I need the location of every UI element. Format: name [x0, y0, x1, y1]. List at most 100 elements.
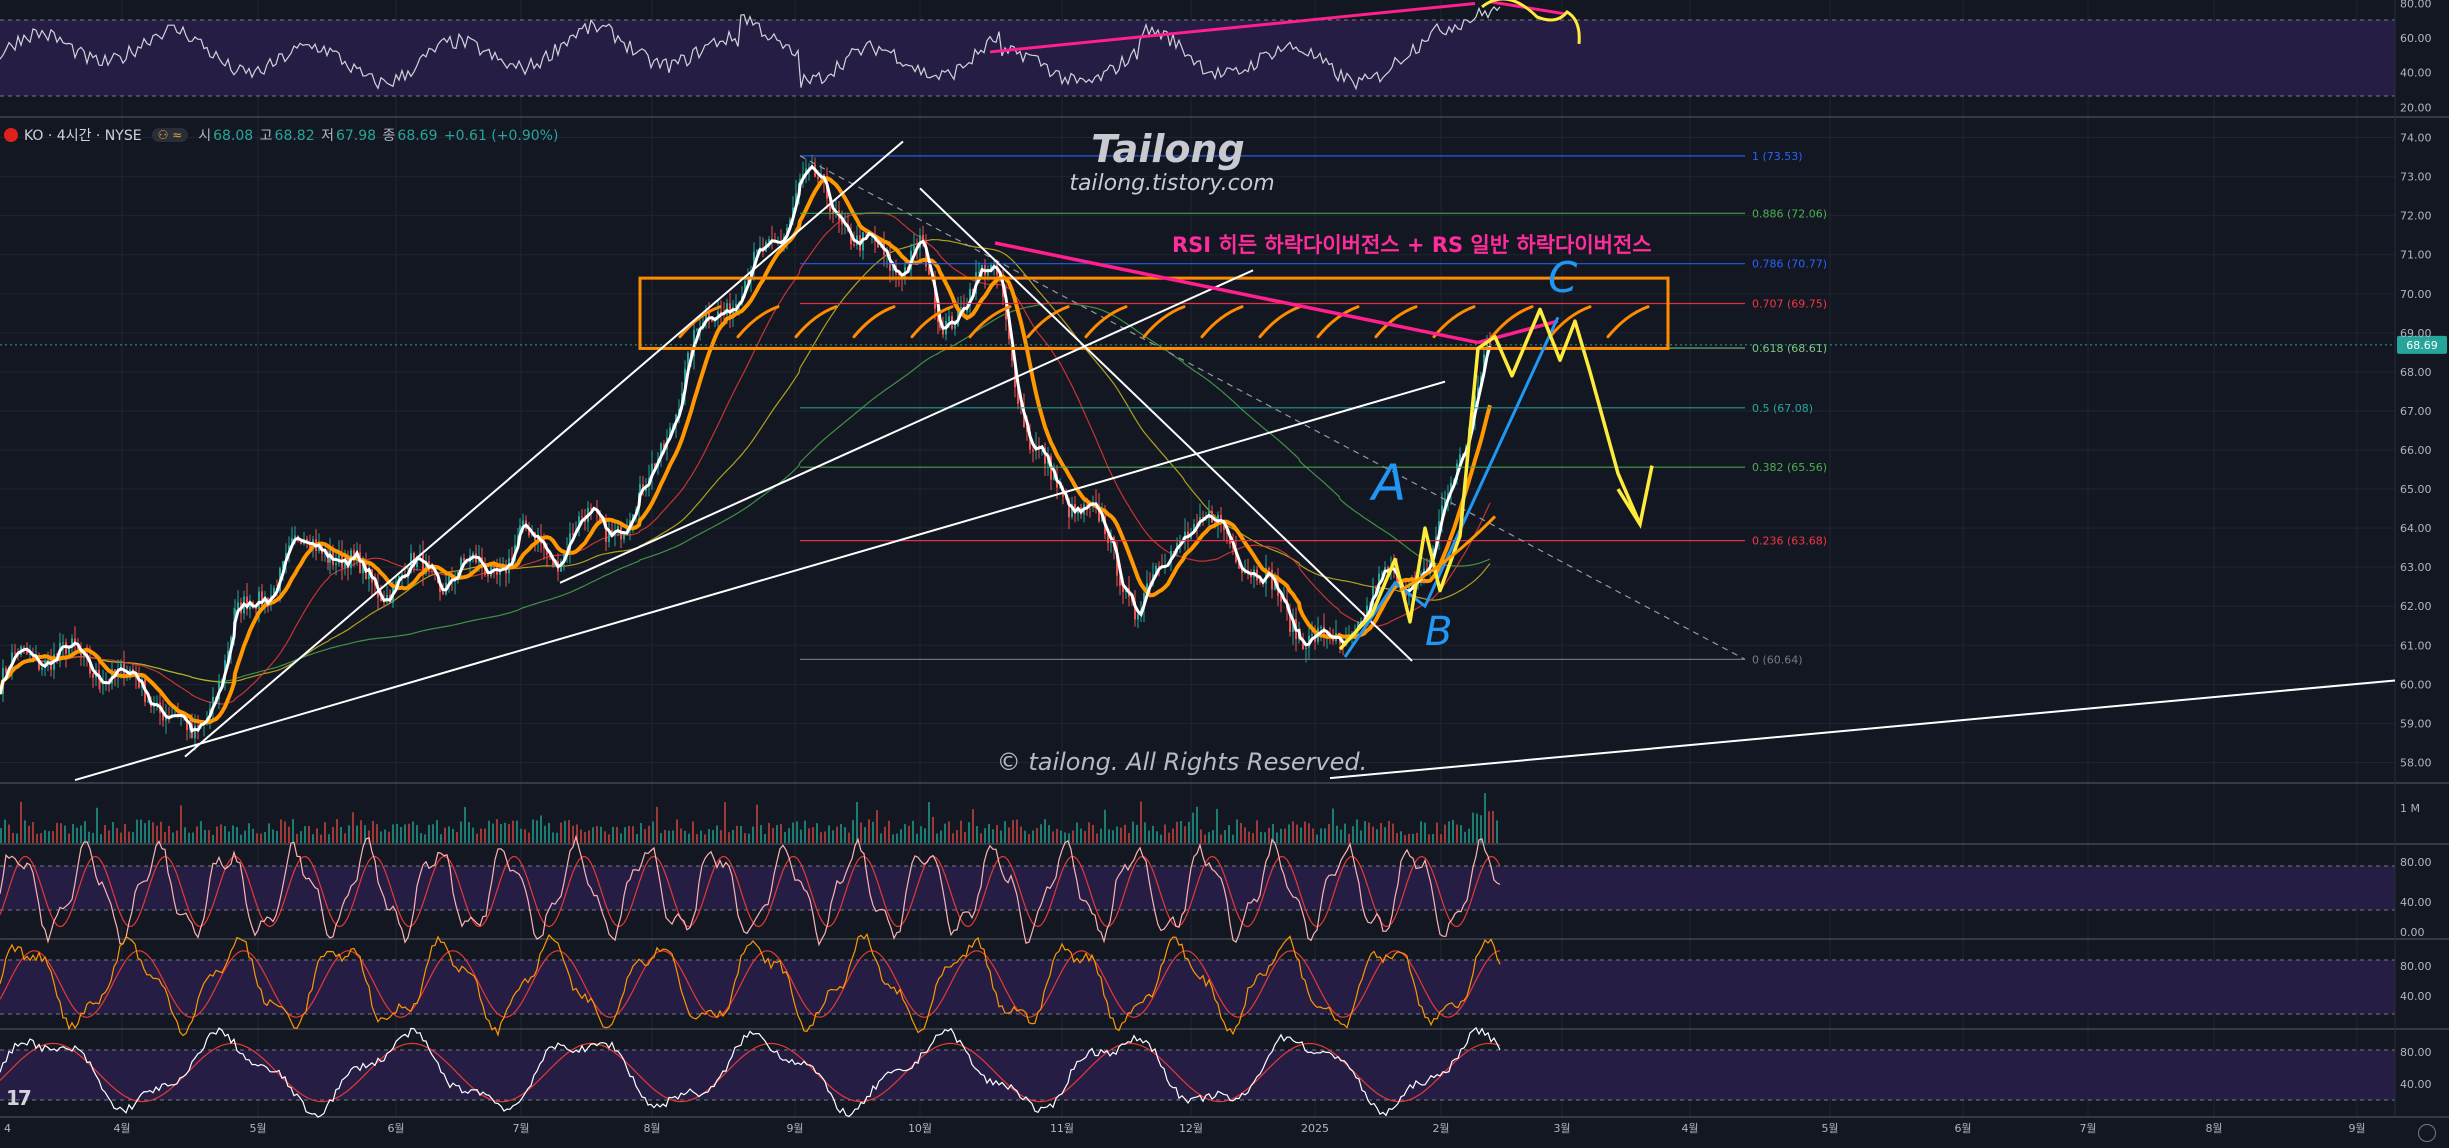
trendline-down[interactable]	[919, 187, 1413, 662]
time-tick-label: 8월	[2205, 1122, 2222, 1135]
candle-body	[1339, 638, 1341, 644]
volume-bar	[388, 831, 390, 843]
osc1-tick-label: 40.00	[2400, 896, 2432, 909]
volume-bar	[648, 825, 650, 843]
resistance-zone-box[interactable]	[638, 276, 1670, 350]
rsi-pane[interactable]	[0, 0, 1581, 91]
candle-body	[590, 507, 592, 509]
volume-bar	[680, 828, 682, 843]
trendline-base[interactable]	[1329, 679, 2396, 780]
tradingview-logo-icon[interactable]: 17	[6, 1086, 32, 1110]
candle-body	[496, 567, 498, 575]
volume-bar	[420, 833, 422, 843]
volume-bar	[692, 821, 694, 843]
time-tick-label: 9월	[786, 1122, 803, 1135]
volume-bar	[96, 807, 98, 843]
symbol-logo-icon	[4, 128, 18, 142]
candle-body	[578, 516, 580, 530]
volume-bar	[1220, 834, 1222, 843]
volume-bar	[532, 819, 534, 843]
volume-bar	[956, 830, 958, 843]
volume-bar	[1432, 833, 1434, 843]
candle-body	[660, 443, 662, 459]
volume-bar	[660, 833, 662, 843]
candle-body	[1477, 387, 1479, 396]
volume-bar	[116, 828, 118, 843]
candle-body	[799, 179, 801, 183]
candle-body	[41, 667, 43, 670]
volume-bar	[1456, 824, 1458, 843]
candle-body	[472, 553, 474, 556]
volume-bar	[504, 822, 506, 843]
volume-bar	[276, 830, 278, 843]
volume-bar	[1212, 830, 1214, 843]
settings-icon[interactable]	[2418, 1124, 2436, 1142]
candle-body	[291, 538, 293, 546]
divergence-line-rsi[interactable]	[989, 1, 1476, 54]
volume-bar	[972, 809, 974, 843]
divergence-line-price[interactable]	[994, 241, 1479, 345]
price-pane[interactable]: 1 (73.53) 0.886 (72.06) 0.786 (70.77) 0.707…	[0, 150, 2447, 751]
volume-bar	[92, 832, 94, 843]
volume-bar	[1052, 831, 1054, 843]
candle-body	[1098, 504, 1100, 522]
volume-bar	[760, 824, 762, 843]
elliott-wave-path[interactable]	[1343, 316, 1560, 658]
candle-body	[954, 325, 956, 329]
candle-body	[1134, 601, 1136, 620]
volume-bar	[536, 820, 538, 843]
volume-bar	[1176, 821, 1178, 843]
candle-body	[246, 596, 248, 610]
volume-bar	[860, 822, 862, 843]
volume-bar	[148, 820, 150, 843]
trendline-long[interactable]	[74, 380, 1446, 782]
volume-bar	[780, 823, 782, 843]
volume-bar	[1056, 828, 1058, 843]
volume-bar	[1300, 827, 1302, 843]
candle-body	[309, 543, 311, 548]
candle-body	[460, 558, 462, 572]
trendline-mid[interactable]	[559, 269, 1254, 584]
volume-bar	[644, 829, 646, 843]
volume-bar	[188, 832, 190, 843]
drawings-layer[interactable]	[74, 140, 2396, 782]
volume-bar	[700, 830, 702, 843]
symbol-title[interactable]: KO · 4시간 · NYSE	[4, 125, 142, 145]
volume-bar	[1364, 821, 1366, 843]
volume-bar	[580, 829, 582, 843]
price-tick-label: 63.00	[2400, 561, 2432, 574]
candle-body	[1393, 566, 1395, 568]
indicator-toggle-icon[interactable]: ⚇ ≈	[151, 128, 189, 142]
volume-bar	[1304, 821, 1306, 843]
volume-bar	[428, 824, 430, 843]
volume-bar	[1028, 834, 1030, 843]
price-tick-label: 61.00	[2400, 639, 2432, 652]
volume-bar	[612, 826, 614, 843]
candle-body	[1420, 573, 1422, 578]
candle-body	[993, 263, 995, 266]
volume-bar	[340, 826, 342, 843]
hatch-stroke	[910, 305, 954, 339]
volume-bar	[16, 833, 18, 843]
volume-bar	[564, 820, 566, 843]
volume-bar	[40, 833, 42, 843]
volume-bar	[924, 828, 926, 843]
volume-bar	[312, 834, 314, 843]
volume-bar	[984, 828, 986, 843]
hatch-stroke	[1026, 305, 1070, 339]
candle-body	[62, 642, 64, 644]
volume-bar	[1084, 831, 1086, 843]
volume-pane[interactable]	[0, 793, 1498, 843]
volume-bar	[1124, 824, 1126, 843]
volume-bar	[1224, 830, 1226, 843]
volume-bar	[1252, 833, 1254, 843]
oscillator-panes[interactable]	[0, 834, 1501, 1118]
volume-bar	[1452, 819, 1454, 843]
volume-bar	[828, 825, 830, 843]
trendline-steep[interactable]	[184, 140, 904, 758]
volume-bar	[1404, 834, 1406, 843]
volume-bar	[820, 832, 822, 843]
symbol-legend[interactable]: KO · 4시간 · NYSE ⚇ ≈ 시 68.08 고 68.82 저 67.98…	[4, 124, 560, 146]
volume-bar	[508, 824, 510, 843]
